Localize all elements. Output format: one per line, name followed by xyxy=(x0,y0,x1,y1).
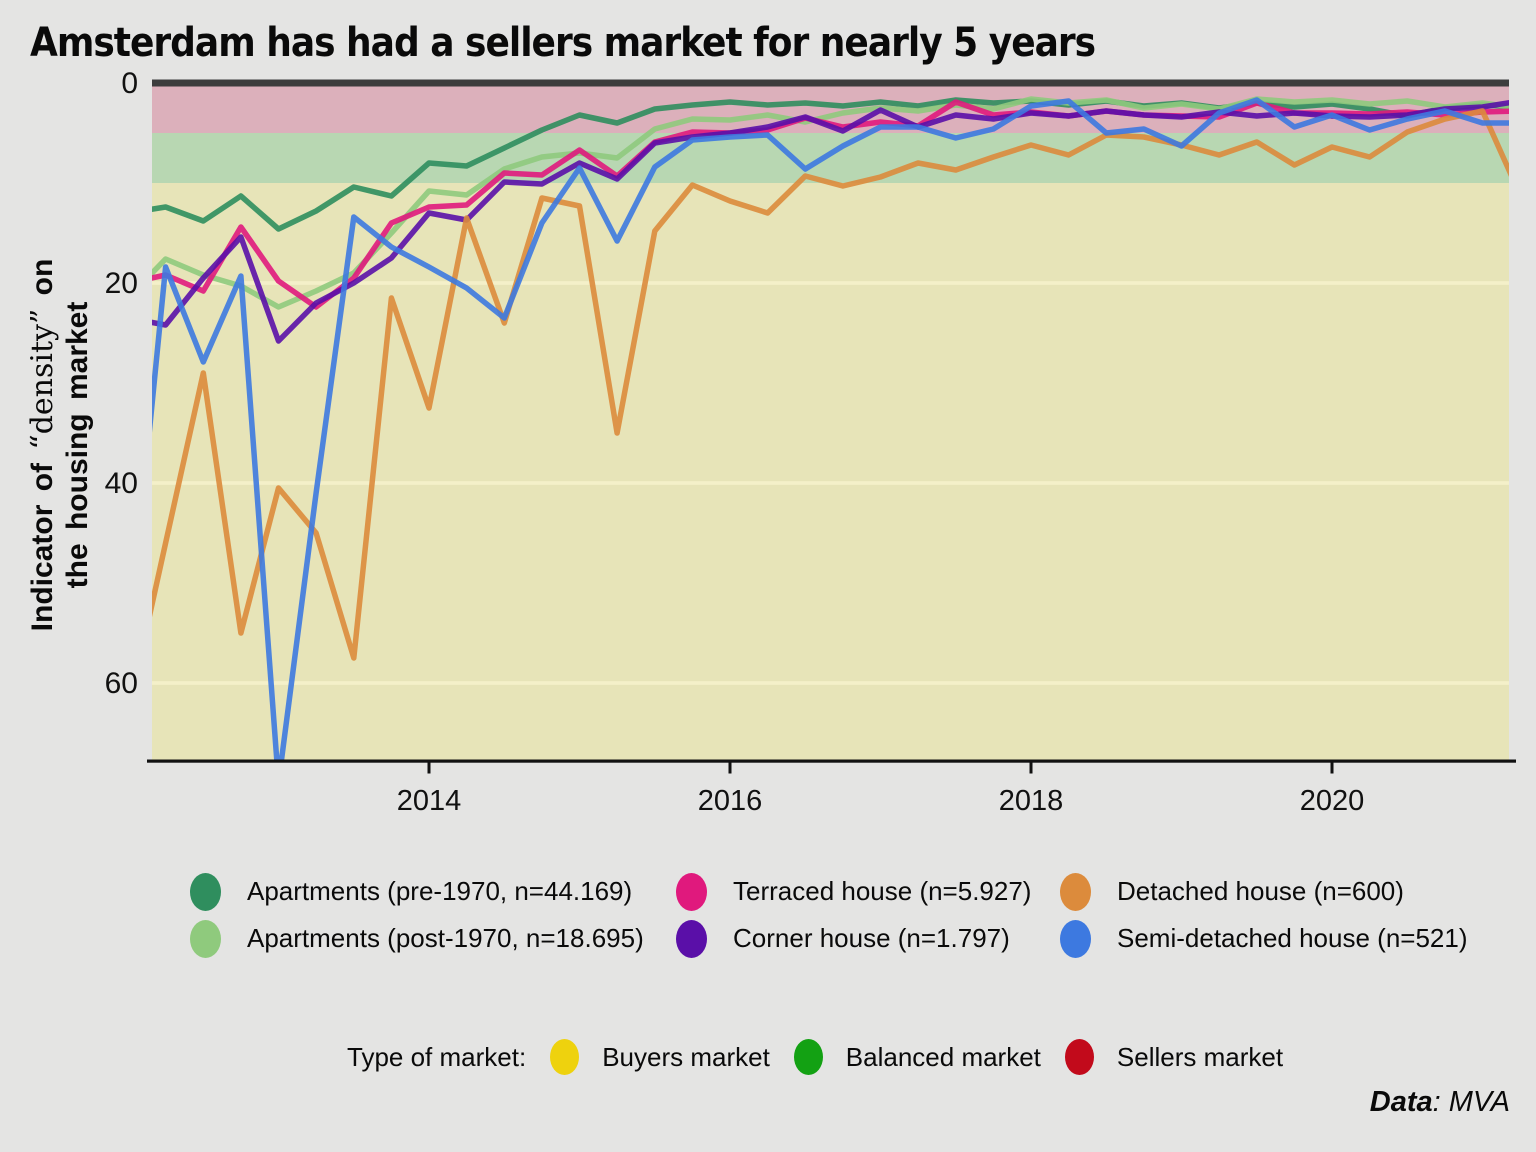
x-tick-mark xyxy=(1029,762,1033,774)
legend-item-corner-house: Corner house (n=1.797) xyxy=(676,915,1060,962)
y-axis-label-line2: the housing market xyxy=(61,301,94,589)
series-legend: Apartments (pre-1970, n=44.169) Apartment… xyxy=(190,868,1468,962)
page-title: Amsterdam has had a sellers market for n… xyxy=(30,20,1096,66)
gridline-40 xyxy=(152,481,1509,485)
x-axis-line xyxy=(147,759,1516,763)
data-source: Data: MVA xyxy=(1370,1086,1510,1119)
legend-swatch-semi-detached-house xyxy=(1060,919,1091,958)
legend-item-semi-detached-house: Semi-detached house (n=521) xyxy=(1060,915,1468,962)
legend-item-terraced-house: Terraced house (n=5.927) xyxy=(676,868,1060,915)
market-label: Buyers market xyxy=(602,1041,770,1072)
legend-label: Detached house (n=600) xyxy=(1117,876,1404,906)
market-item-balanced-market: Balanced market xyxy=(793,1039,1041,1075)
source-prefix: Data xyxy=(1369,1086,1433,1118)
x-tick-mark xyxy=(1330,762,1334,774)
market-swatch xyxy=(1064,1039,1094,1075)
series-line-apartments-pre-1970 xyxy=(152,97,1509,232)
market-swatch xyxy=(793,1039,823,1075)
y-tick-label: 20 xyxy=(105,267,138,300)
gridline-20 xyxy=(152,281,1509,285)
x-tick-label: 2020 xyxy=(1300,785,1365,817)
x-tick-label: 2018 xyxy=(999,785,1064,817)
x-tick-label: 2016 xyxy=(698,785,763,817)
legend-swatch-detached-house xyxy=(1060,872,1091,911)
market-label: Sellers market xyxy=(1116,1041,1284,1072)
y-tick-label: 60 xyxy=(105,667,138,700)
legend-label: Corner house (n=1.797) xyxy=(733,923,1010,953)
legend-swatch-corner-house xyxy=(676,919,707,958)
legend-swatch-apartments-post-1970 xyxy=(190,919,221,958)
legend-item-apartments-pre-1970: Apartments (pre-1970, n=44.169) xyxy=(190,868,676,915)
y-axis-label-line1: Indicator of “density” on xyxy=(25,258,60,632)
y-axis-label-quoted-word: “density” xyxy=(25,308,60,450)
y-axis-label: Indicator of “density” on the housing ma… xyxy=(25,135,99,755)
series-line-detached-house xyxy=(152,108,1509,661)
legend-label: Apartments (pre-1970, n=44.169) xyxy=(247,876,633,906)
gridline-60 xyxy=(152,681,1509,685)
series-line-corner-house xyxy=(152,99,1509,344)
x-tick-mark xyxy=(427,762,431,774)
market-legend-title: Type of market: xyxy=(347,1041,527,1072)
legend-swatch-terraced-house xyxy=(676,872,707,911)
legend-swatch-apartments-pre-1970 xyxy=(190,872,221,911)
zero-line xyxy=(152,79,1509,87)
market-type-legend: Type of market: Buyers market Balanced ma… xyxy=(347,1036,1283,1078)
legend-item-detached-house: Detached house (n=600) xyxy=(1060,868,1468,915)
source-suffix: : MVA xyxy=(1432,1086,1510,1118)
legend-label: Apartments (post-1970, n=18.695) xyxy=(247,923,644,953)
series-line-semi-detached-house xyxy=(152,97,1509,761)
market-item-sellers-market: Sellers market xyxy=(1064,1039,1284,1075)
x-tick-mark xyxy=(728,762,732,774)
legend-label: Terraced house (n=5.927) xyxy=(733,876,1032,906)
y-tick-label: 0 xyxy=(121,67,138,100)
legend-item-apartments-post-1970: Apartments (post-1970, n=18.695) xyxy=(190,915,676,962)
market-swatch xyxy=(550,1039,580,1075)
market-item-buyers-market: Buyers market xyxy=(550,1039,770,1075)
market-label: Balanced market xyxy=(845,1041,1041,1072)
x-tick-label: 2014 xyxy=(397,785,462,817)
band-buyers-market xyxy=(152,183,1509,761)
legend-label: Semi-detached house (n=521) xyxy=(1117,923,1468,953)
y-tick-label: 40 xyxy=(105,467,138,500)
